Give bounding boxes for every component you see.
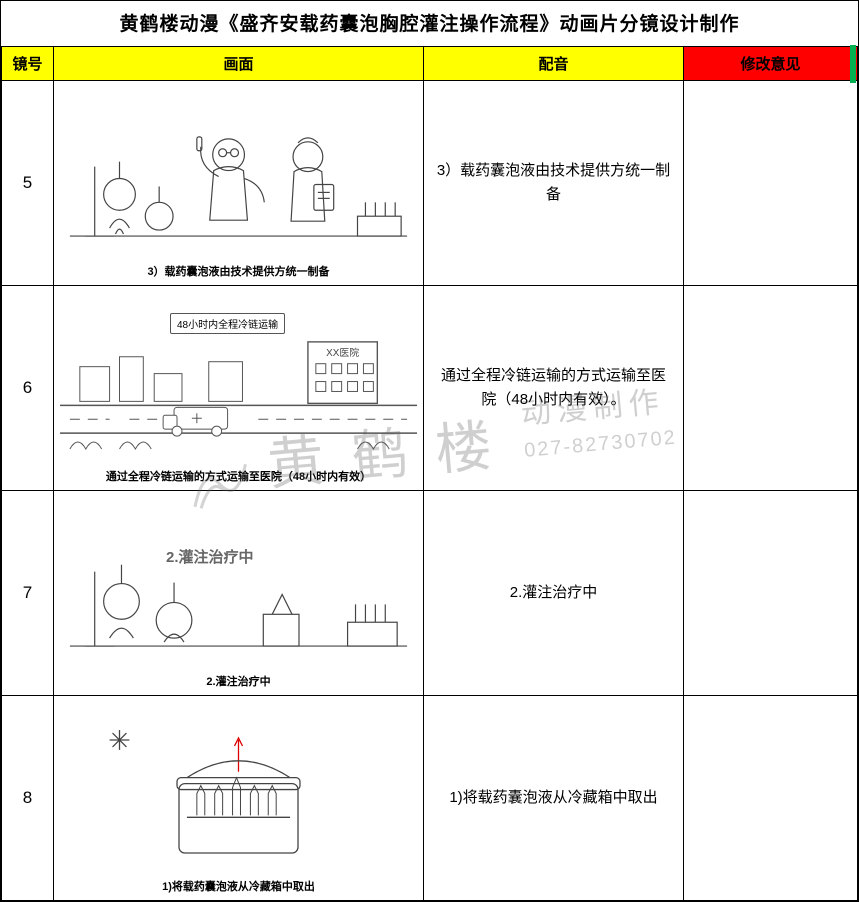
frame-caption: 通过全程冷链运输的方式运输至医院（48小时内有效）	[60, 464, 417, 486]
frame-cell: 3）载药囊泡液由技术提供方统一制备	[54, 81, 424, 286]
page-title: 黄鹤楼动漫《盛齐安载药囊泡胸腔灌注操作流程》动画片分镜设计制作	[1, 1, 858, 47]
illustration-lab-infusion: 2.灌注治疗中	[60, 514, 417, 669]
table-row: 8	[2, 696, 858, 901]
table-header-row: 镜号 画面 配音 修改意见	[2, 47, 858, 81]
illustration-cooler-box	[60, 719, 417, 874]
frame-caption: 3）载药囊泡液由技术提供方统一制备	[60, 259, 417, 281]
green-marker	[850, 45, 856, 83]
revision-cell	[684, 286, 858, 491]
revision-cell	[684, 491, 858, 696]
shot-number: 6	[2, 286, 54, 491]
transport-label: 48小时内全程冷链运输	[170, 313, 285, 334]
col-header-revision: 修改意见	[684, 47, 858, 81]
table-row: 7 2.灌注治疗中	[2, 491, 858, 696]
table-row: 6 48小时内全程冷链运输	[2, 286, 858, 491]
frame-caption: 1)将载药囊泡液从冷藏箱中取出	[60, 874, 417, 896]
shot-number: 5	[2, 81, 54, 286]
illustration-lab-scientists	[60, 104, 417, 259]
hospital-label: XX医院	[326, 346, 359, 359]
revision-cell	[684, 81, 858, 286]
frame-cell: 48小时内全程冷链运输	[54, 286, 424, 491]
audio-text: 通过全程冷链运输的方式运输至医院（48小时内有效）。	[424, 286, 684, 491]
col-header-shot: 镜号	[2, 47, 54, 81]
frame-cell: 2.灌注治疗中	[54, 491, 424, 696]
storyboard-table: 镜号 画面 配音 修改意见 5	[1, 47, 858, 901]
audio-text: 3）载药囊泡液由技术提供方统一制备	[424, 81, 684, 286]
audio-text: 2.灌注治疗中	[424, 491, 684, 696]
storyboard-page: 黄鹤楼动漫《盛齐安载药囊泡胸腔灌注操作流程》动画片分镜设计制作 镜号 画面 配音…	[0, 0, 859, 902]
audio-text: 1)将载药囊泡液从冷藏箱中取出	[424, 696, 684, 901]
overlay-text: 2.灌注治疗中	[160, 544, 260, 569]
col-header-frame: 画面	[54, 47, 424, 81]
revision-cell	[684, 696, 858, 901]
illustration-cold-chain: 48小时内全程冷链运输	[60, 309, 417, 464]
col-header-audio: 配音	[424, 47, 684, 81]
shot-number: 7	[2, 491, 54, 696]
frame-cell: 1)将载药囊泡液从冷藏箱中取出	[54, 696, 424, 901]
shot-number: 8	[2, 696, 54, 901]
frame-caption: 2.灌注治疗中	[60, 669, 417, 691]
table-row: 5	[2, 81, 858, 286]
